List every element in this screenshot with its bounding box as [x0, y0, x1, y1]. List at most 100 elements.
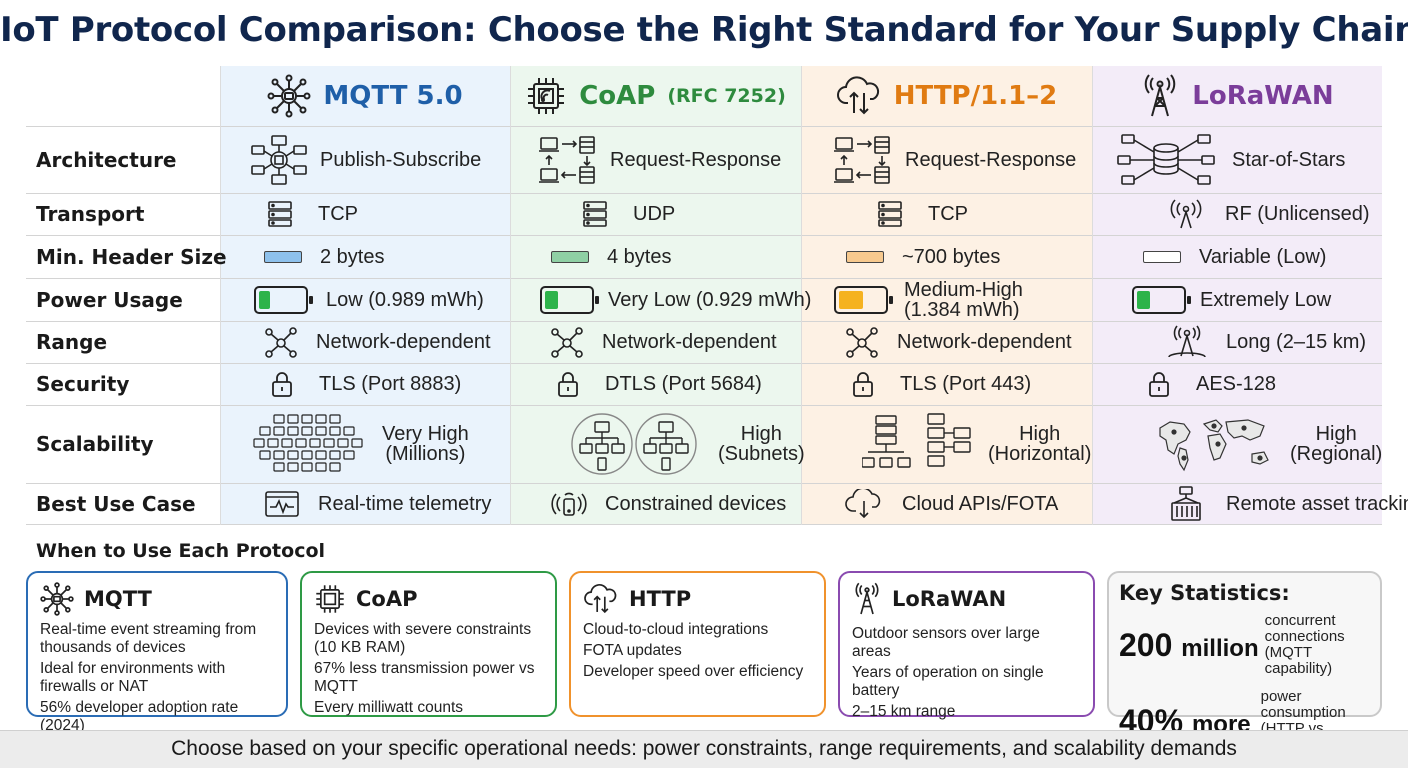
cell-coap-range: Network-dependent — [550, 321, 777, 363]
row-label-range: Range — [36, 330, 108, 354]
server-icon — [268, 201, 292, 227]
antenna-tower-icon — [855, 582, 879, 615]
row-label-use-case: Best Use Case — [36, 491, 196, 516]
cell-lorawan-power: Extremely Low — [1132, 278, 1331, 321]
card-lines: Devices with severe constraints (10 KB R… — [314, 621, 535, 716]
cell-http-scalability: High (Horizontal) — [862, 405, 1091, 483]
header-lorawan: LoRaWAN — [1092, 66, 1382, 126]
cell-coap-architecture: Request-Response — [538, 126, 781, 193]
row-label-power: Power Usage — [36, 287, 183, 312]
cell-coap-header-size: 4 bytes — [551, 235, 671, 278]
server-icon — [878, 201, 902, 227]
server-icon — [583, 201, 607, 227]
coap-subtitle: (RFC 7252) — [667, 85, 786, 107]
battery-icon — [834, 285, 893, 314]
section-title: When to Use Each Protocol — [36, 540, 326, 562]
network-nodes-icon — [265, 327, 297, 358]
card-coap: CoAP Devices with severe constraints (10… — [300, 571, 557, 717]
row-label-transport: Transport — [36, 202, 145, 226]
cell-mqtt-power: Low (0.989 mWh) — [254, 278, 484, 321]
mqtt-name: MQTT 5.0 — [323, 81, 463, 111]
card-lines: Outdoor sensors over large areas Years o… — [852, 625, 1044, 720]
cell-mqtt-header-size: 2 bytes — [264, 235, 384, 278]
cell-http-security: TLS (Port 443) — [852, 363, 1031, 405]
server-cluster-icon — [862, 413, 971, 468]
row-label-scalability: Scalability — [36, 432, 154, 456]
rf-signal-icon — [1170, 199, 1202, 229]
cell-coap-transport: UDP — [581, 193, 675, 235]
chip-icon — [316, 585, 344, 613]
battery-icon — [540, 285, 599, 314]
cell-lorawan-scalability: High (Regional) — [1156, 405, 1382, 483]
telemetry-monitor-icon — [265, 490, 299, 517]
cell-coap-scalability: High (Subnets) — [570, 405, 805, 483]
cell-coap-security: DTLS (Port 5684) — [557, 363, 762, 405]
cell-coap-power: Very Low (0.929 mWh) — [540, 278, 811, 321]
network-nodes-icon — [551, 327, 583, 358]
header-http: HTTP/1.1–2 — [801, 66, 1092, 126]
cloud-transfer-icon — [584, 584, 617, 614]
key-statistics-card: Key Statistics: 200 million concurrent co… — [1107, 571, 1382, 753]
hub-network-icon — [267, 74, 311, 118]
lock-icon — [853, 372, 873, 397]
battery-icon — [254, 285, 313, 314]
cell-lorawan-header-size: Variable (Low) — [1143, 235, 1326, 278]
device-grid-icon — [253, 414, 363, 472]
lock-icon — [558, 372, 578, 397]
cell-lorawan-range: Long (2–15 km) — [1166, 321, 1366, 363]
star-network-icon — [1117, 133, 1215, 185]
header-size-bar — [846, 250, 884, 263]
lock-icon — [1149, 372, 1169, 397]
cell-http-architecture: Request-Response — [833, 126, 1076, 193]
cell-http-header-size: ~700 bytes — [846, 235, 1000, 278]
card-title: LoRaWAN — [892, 587, 1007, 611]
card-title: HTTP — [629, 587, 692, 611]
cell-http-power: Medium-High (1.384 mWh) — [834, 278, 1023, 321]
card-lines: Cloud-to-cloud integrations FOTA updates… — [583, 621, 804, 680]
card-lines: Real-time event streaming from thousands… — [40, 621, 257, 734]
header-coap: CoAP (RFC 7252) — [510, 66, 801, 126]
lorawan-name: LoRaWAN — [1192, 81, 1334, 111]
request-response-icon — [539, 135, 595, 184]
header-size-bar — [1143, 250, 1181, 263]
card-lorawan: LoRaWAN Outdoor sensors over large areas… — [838, 571, 1095, 720]
row-label-architecture: Architecture — [36, 147, 177, 172]
row-label-header-size: Min. Header Size — [36, 244, 227, 269]
battery-icon — [1132, 285, 1191, 314]
cell-lorawan-security: AES-128 — [1148, 363, 1276, 405]
cell-lorawan-architecture: Star-of-Stars — [1116, 126, 1345, 193]
cell-mqtt-transport: TCP — [266, 193, 358, 235]
shipping-container-icon — [1171, 485, 1201, 521]
chip-icon — [528, 78, 565, 114]
radio-tower-icon — [1168, 325, 1206, 358]
header-size-bar — [551, 250, 589, 263]
header-mqtt: MQTT 5.0 — [220, 66, 510, 126]
cell-http-range: Network-dependent — [845, 321, 1072, 363]
cell-mqtt-range: Network-dependent — [264, 321, 491, 363]
cell-mqtt-scalability: Very High (Millions) — [252, 405, 469, 483]
http-name: HTTP/1.1–2 — [893, 81, 1058, 111]
cell-http-use-case: Cloud APIs/FOTA — [844, 483, 1058, 524]
antenna-tower-icon — [1145, 74, 1176, 117]
lock-icon — [272, 372, 292, 397]
stat-concurrent-connections: 200 million concurrent connections (MQTT … — [1119, 612, 1345, 677]
comparison-table: MQTT 5.0 CoAP (RFC 7252) HTTP/1.1–2 LoRa… — [26, 66, 1408, 525]
cell-lorawan-transport: RF (Unlicensed) — [1169, 193, 1369, 235]
cloud-download-icon — [845, 488, 881, 518]
cell-mqtt-use-case: Real-time telemetry — [264, 483, 491, 524]
row-label-security: Security — [36, 372, 130, 396]
card-http: HTTP Cloud-to-cloud integrations FOTA up… — [569, 571, 826, 717]
cell-lorawan-use-case: Remote asset tracking — [1166, 483, 1408, 524]
cell-mqtt-architecture: Publish-Subscribe — [250, 126, 481, 193]
world-map-icon — [1159, 419, 1269, 472]
card-title: MQTT — [84, 587, 152, 611]
cell-http-transport: TCP — [876, 193, 968, 235]
cloud-transfer-icon — [836, 76, 879, 115]
card-title: CoAP — [356, 587, 418, 611]
hub-network-icon — [40, 582, 74, 616]
request-response-icon — [834, 135, 890, 184]
header-size-bar — [264, 250, 302, 263]
cell-mqtt-security: TLS (Port 8883) — [271, 363, 461, 405]
stats-title: Key Statistics: — [1119, 581, 1290, 605]
subnet-clusters-icon — [571, 413, 697, 475]
